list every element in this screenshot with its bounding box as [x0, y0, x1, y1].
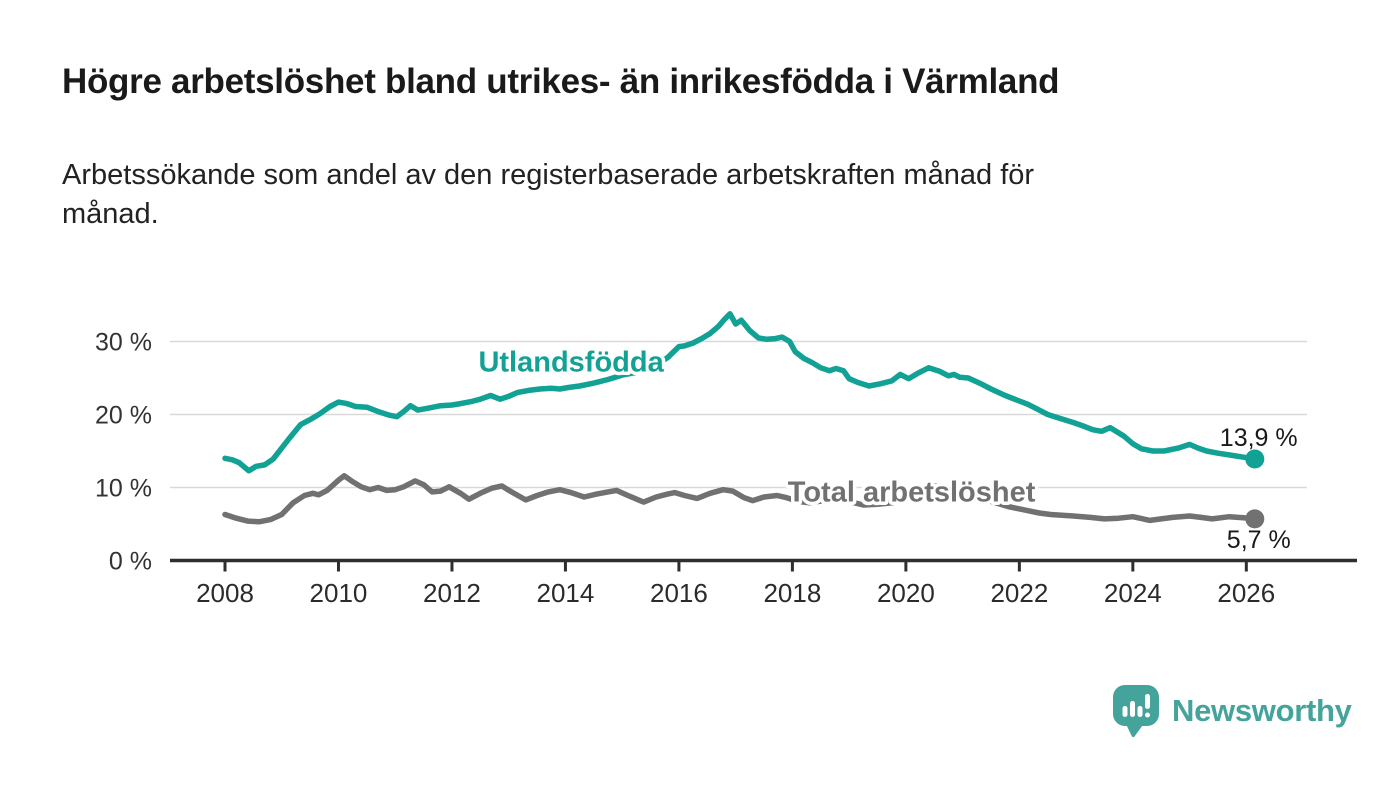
x-tick-label: 2020	[877, 578, 935, 608]
x-tick-label: 2010	[310, 578, 368, 608]
series-line-utlandsfodda	[222, 311, 1258, 474]
y-tick-label: 30 %	[95, 329, 152, 357]
chart-subtitle: Arbetssökande som andel av den registerb…	[62, 156, 1302, 234]
end-value-label-utlandsfodda: 13,9 %	[1220, 424, 1298, 452]
x-tick-label: 2024	[1104, 578, 1162, 608]
x-tick-label: 2014	[537, 578, 595, 608]
bar-chart-speech-bubble-icon	[1113, 685, 1159, 738]
y-tick-label: 0 %	[109, 548, 152, 576]
page-title: Högre arbetslöshet bland utrikes- än inr…	[62, 62, 1060, 101]
x-tick-label: 2018	[763, 578, 821, 608]
y-tick-label: 10 %	[95, 475, 152, 503]
series-label-utlandsfodda: Utlandsfödda	[478, 346, 664, 378]
subtitle-line-1: Arbetssökande som andel av den registerb…	[62, 159, 1035, 191]
newsworthy-logo: Newsworthy	[1112, 684, 1352, 738]
x-tick-label: 2016	[650, 578, 708, 608]
x-tick-label: 2026	[1217, 578, 1275, 608]
y-tick-label: 20 %	[95, 402, 152, 430]
x-tick-label: 2022	[990, 578, 1048, 608]
end-value-label-total: 5,7 %	[1227, 526, 1291, 554]
subtitle-line-2: månad.	[62, 198, 159, 230]
series-line-total	[222, 473, 1258, 525]
x-tick-label: 2008	[196, 578, 254, 608]
series-label-total: Total arbetslöshet	[788, 476, 1036, 508]
series-end-dot-total	[1245, 509, 1265, 529]
series-end-dot-utlandsfodda	[1245, 449, 1265, 469]
newsworthy-wordmark: Newsworthy	[1172, 693, 1352, 728]
x-tick-label: 2012	[423, 578, 481, 608]
